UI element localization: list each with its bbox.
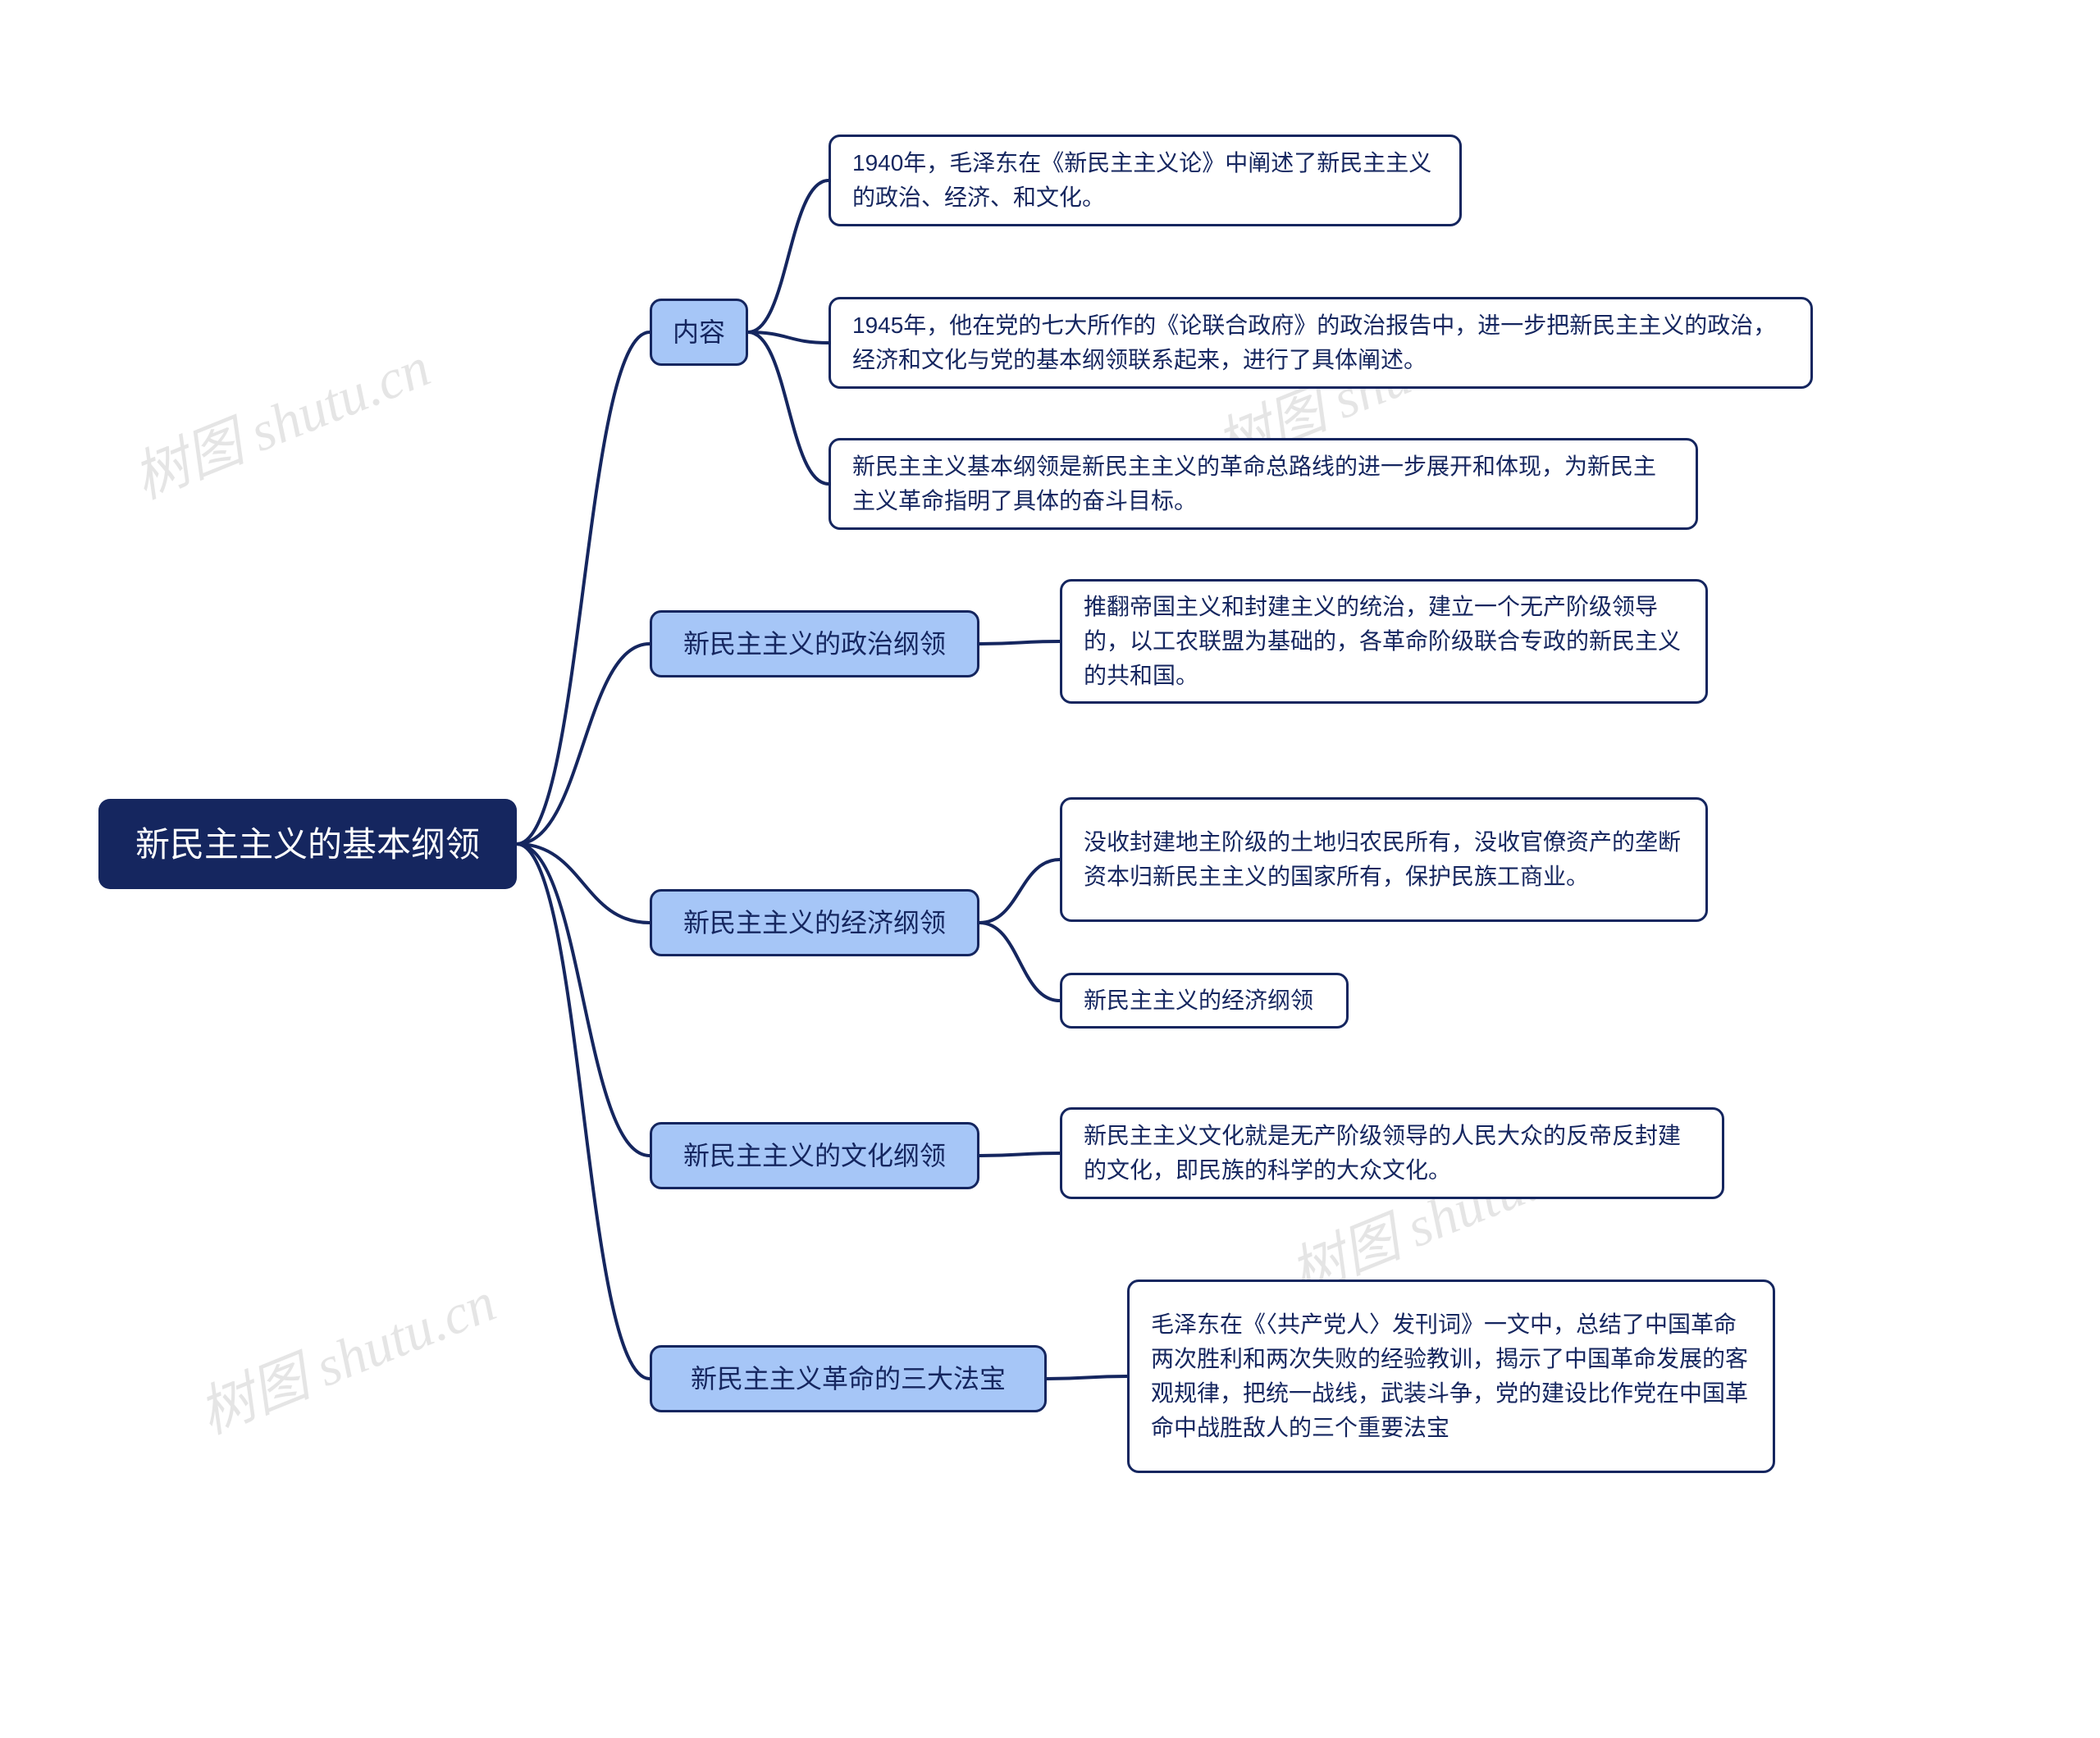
leaf-text: 没收封建地主阶级的土地归农民所有，没收官僚资产的垄断资本归新民主主义的国家所有，… [1062, 810, 1705, 909]
leaf-text: 新民主主义的经济纲领 [1062, 969, 1346, 1033]
leaf-text: 1940年，毛泽东在《新民主主义论》中阐述了新民主主义的政治、经济、和文化。 [831, 131, 1459, 230]
watermark: 树图 shutu.cn [185, 1257, 505, 1449]
leaf-text: 1945年，他在党的七大所作的《论联合政府》的政治报告中，进一步把新民主主义的政… [831, 294, 1810, 392]
branch-node[interactable]: 新民主主义的文化纲领 [650, 1122, 979, 1189]
leaf-text: 推翻帝国主义和封建主义的统治，建立一个无产阶级领导的，以工农联盟为基础的，各革命… [1062, 575, 1705, 708]
leaf-node[interactable]: 1940年，毛泽东在《新民主主义论》中阐述了新民主主义的政治、经济、和文化。 [829, 135, 1462, 226]
leaf-node[interactable]: 新民主主义的经济纲领 [1060, 973, 1349, 1029]
root-node[interactable]: 新民主主义的基本纲领 [98, 799, 517, 889]
branch-node[interactable]: 新民主主义的经济纲领 [650, 889, 979, 956]
branch-node[interactable]: 内容 [650, 299, 748, 366]
watermark: 树图 shutu.cn [119, 322, 440, 514]
leaf-text: 新民主主义基本纲领是新民主主义的革命总路线的进一步展开和体现，为新民主主义革命指… [831, 435, 1696, 533]
leaf-node[interactable]: 新民主主义文化就是无产阶级领导的人民大众的反帝反封建的文化，即民族的科学的大众文… [1060, 1107, 1724, 1199]
leaf-node[interactable]: 没收封建地主阶级的土地归农民所有，没收官僚资产的垄断资本归新民主主义的国家所有，… [1060, 797, 1708, 922]
mindmap-canvas: 树图 shutu.cn树图 shutu.cn树图 shutu.cn树图 shut… [0, 0, 2100, 1738]
branch-node[interactable]: 新民主主义革命的三大法宝 [650, 1345, 1047, 1412]
leaf-node[interactable]: 推翻帝国主义和封建主义的统治，建立一个无产阶级领导的，以工农联盟为基础的，各革命… [1060, 579, 1708, 704]
leaf-node[interactable]: 毛泽东在《〈共产党人〉发刊词》一文中，总结了中国革命两次胜利和两次失败的经验教训… [1127, 1280, 1775, 1473]
leaf-text: 毛泽东在《〈共产党人〉发刊词》一文中，总结了中国革命两次胜利和两次失败的经验教训… [1130, 1293, 1773, 1460]
leaf-node[interactable]: 1945年，他在党的七大所作的《论联合政府》的政治报告中，进一步把新民主主义的政… [829, 297, 1813, 389]
leaf-node[interactable]: 新民主主义基本纲领是新民主主义的革命总路线的进一步展开和体现，为新民主主义革命指… [829, 438, 1698, 530]
leaf-text: 新民主主义文化就是无产阶级领导的人民大众的反帝反封建的文化，即民族的科学的大众文… [1062, 1104, 1722, 1202]
branch-node[interactable]: 新民主主义的政治纲领 [650, 610, 979, 677]
